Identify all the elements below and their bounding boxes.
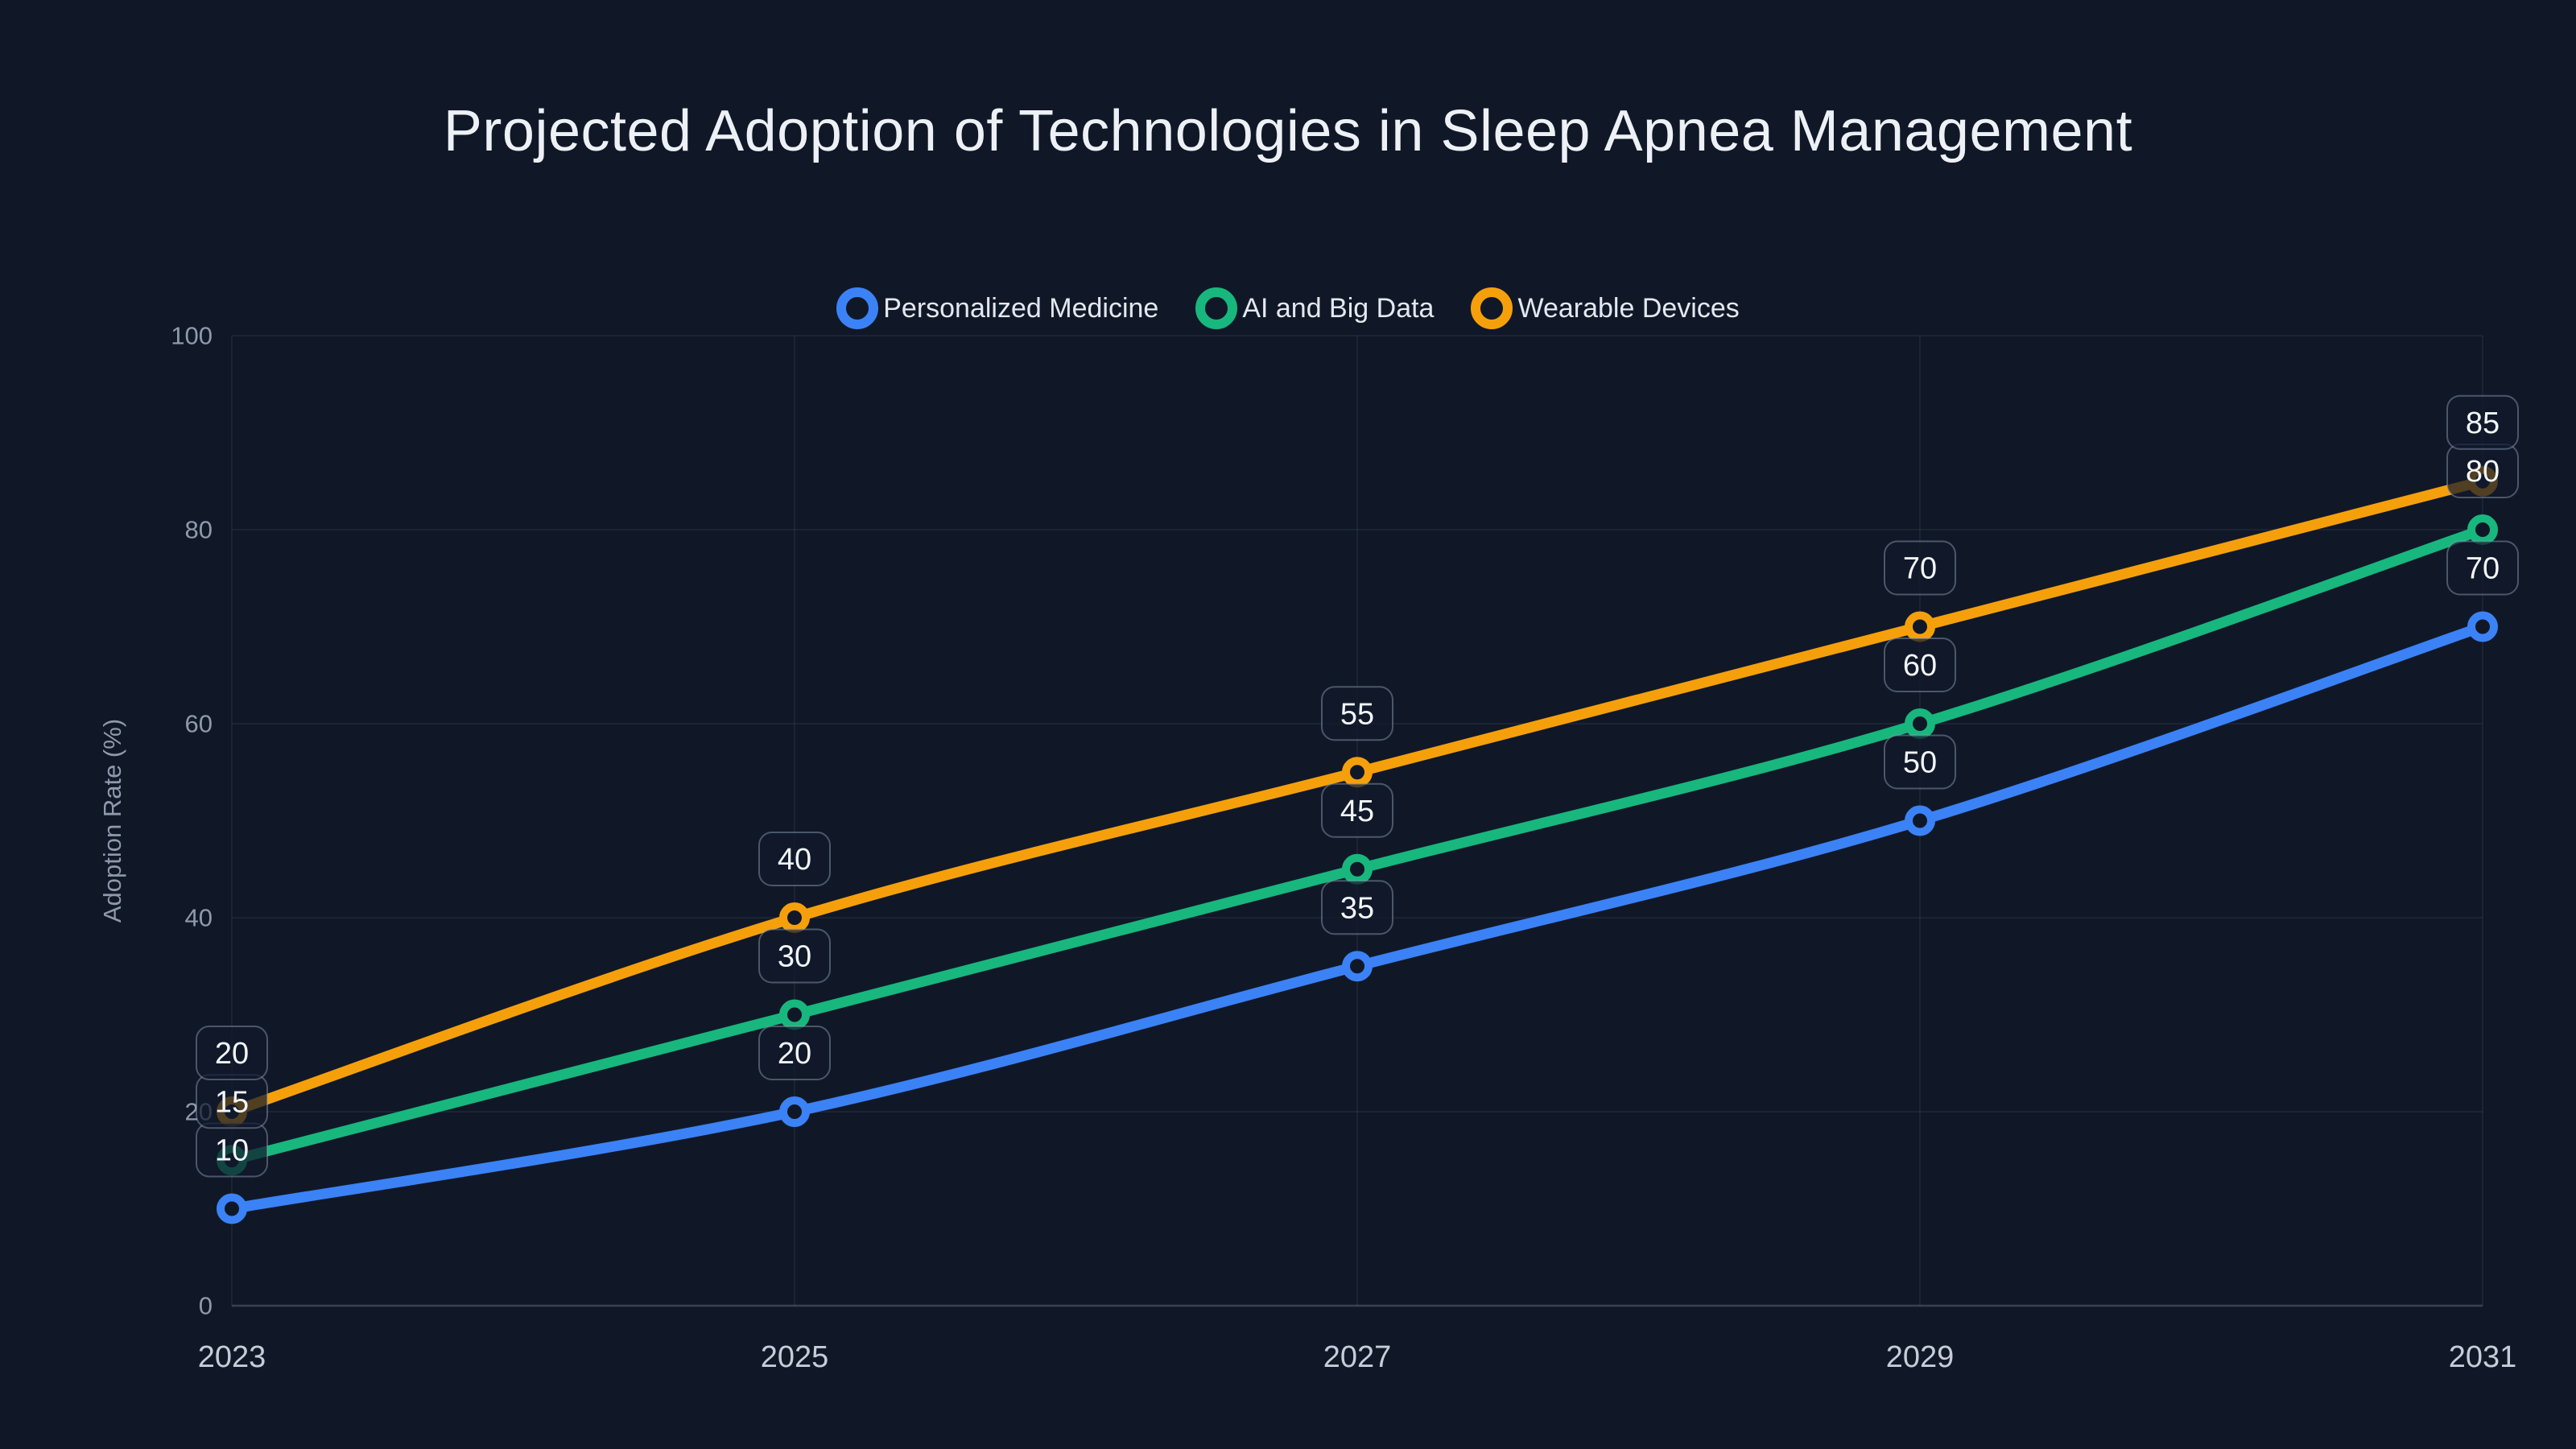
data-point-ai-and-big-data-2027[interactable] [1342,853,1373,885]
data-point-wearable-devices-2029[interactable] [1905,611,1935,642]
data-point-ai-and-big-data-2031[interactable] [2467,514,2498,545]
y-tick-label: 60 [185,710,213,738]
legend-label: AI and Big Data [1242,292,1435,324]
point-label-badge [758,928,831,984]
data-point-ai-and-big-data-2029[interactable] [1905,708,1935,739]
legend-item-wearable-devices[interactable]: Wearable Devices [1471,287,1740,329]
legend-item-personalized-medicine[interactable]: Personalized Medicine [836,287,1158,329]
x-tick-label: 2031 [2449,1340,2517,1374]
data-point-personalized-medicine-2023[interactable] [217,1193,247,1224]
point-label-value: 20 [778,1037,811,1071]
x-tick-label: 2023 [198,1340,266,1374]
x-tick-label: 2027 [1323,1340,1392,1374]
data-point-wearable-devices-2027[interactable] [1342,757,1373,788]
y-tick-label: 80 [185,516,213,544]
chart-title: Projected Adoption of Technologies in Sl… [443,99,2133,163]
legend: Personalized Medicine AI and Big Data We… [0,287,2576,329]
point-label-value: 35 [1340,891,1374,925]
y-tick-label: 40 [185,904,213,932]
y-tick-label: 0 [199,1292,213,1320]
y-axis-title: Adoption Rate (%) [98,719,126,923]
point-label-badge [196,1026,268,1080]
point-label-value: 20 [215,1037,249,1071]
point-label-badge [1884,540,1956,596]
data-point-personalized-medicine-2029[interactable] [1905,805,1935,836]
y-tick-label: 100 [171,322,213,350]
point-label-value: 55 [1340,697,1374,731]
point-label-badge [2446,394,2519,450]
point-label-value: 40 [778,843,811,877]
point-label-badge [758,832,831,886]
data-point-personalized-medicine-2031[interactable] [2467,611,2498,642]
legend-item-ai-and-big-data[interactable]: AI and Big Data [1195,287,1434,329]
x-tick-label: 2025 [761,1340,829,1374]
point-label-value: 10 [215,1134,249,1168]
point-label-value: 70 [1903,552,1937,586]
point-label-value: 70 [2466,552,2500,586]
point-label-badge [1321,686,1393,741]
data-point-personalized-medicine-2025[interactable] [779,1096,810,1127]
point-label-value: 60 [1903,649,1937,683]
point-label-value: 80 [2466,455,2500,489]
point-label-value: 30 [778,940,811,974]
point-label-badge [758,1026,831,1080]
legend-label: Wearable Devices [1517,292,1740,324]
point-label-value: 15 [215,1085,249,1119]
point-label-badge [1884,638,1956,692]
legend-label: Personalized Medicine [883,292,1159,324]
data-point-personalized-medicine-2027[interactable] [1342,951,1373,982]
point-label-badge [2446,540,2519,596]
data-point-wearable-devices-2025[interactable] [779,902,810,933]
point-label-badge [1321,880,1393,935]
point-label-badge [1321,782,1393,838]
point-label-badge [1884,734,1956,790]
point-label-value: 85 [2466,407,2500,440]
data-point-ai-and-big-data-2025[interactable] [779,999,810,1030]
point-label-value: 50 [1903,746,1937,780]
x-tick-label: 2029 [1886,1340,1955,1374]
point-label-value: 45 [1340,795,1374,828]
